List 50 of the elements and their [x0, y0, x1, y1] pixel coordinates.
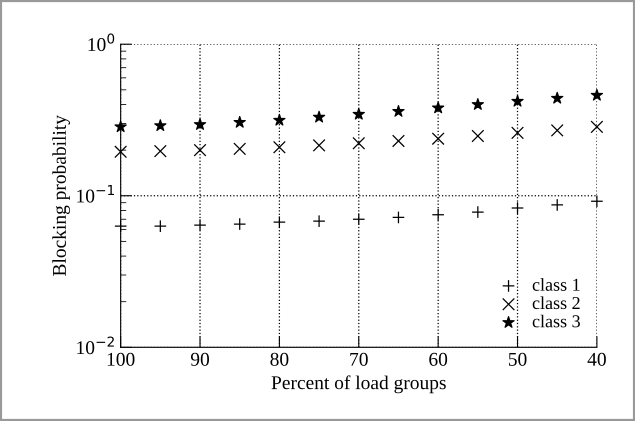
- point: [273, 114, 286, 126]
- point: [114, 145, 128, 158]
- point: [154, 119, 166, 132]
- point: [432, 101, 444, 114]
- point: [590, 120, 604, 134]
- legend-label: class 3: [532, 314, 580, 328]
- point: [590, 194, 604, 208]
- point: [272, 216, 286, 229]
- point: [352, 136, 366, 150]
- point: [233, 142, 246, 156]
- point: [551, 92, 564, 104]
- x-tick-label: 40: [588, 352, 606, 366]
- point: [312, 110, 326, 123]
- y-tick-label: 10$^{0}$: [88, 33, 114, 52]
- point: [194, 218, 206, 232]
- x-tick-label: 80: [270, 352, 288, 366]
- x-tick-label: 60: [429, 352, 448, 366]
- point: [312, 138, 326, 152]
- point: [472, 98, 484, 110]
- x-tick-label: 70: [350, 352, 368, 366]
- point: [550, 198, 564, 212]
- point: [272, 140, 286, 154]
- point: [114, 120, 127, 132]
- point: [392, 210, 405, 224]
- point: [511, 94, 524, 107]
- legend-label: class 1: [532, 278, 580, 291]
- point: [511, 202, 524, 214]
- point: [392, 134, 405, 148]
- point: [352, 108, 365, 120]
- point: [154, 144, 167, 158]
- legend-label: class 2: [532, 296, 580, 310]
- x-tick-label: 90: [190, 352, 210, 366]
- point: [194, 118, 206, 130]
- y-axis-title: Blocking probability: [52, 115, 70, 276]
- point: [590, 88, 604, 101]
- point: [194, 144, 206, 157]
- point: [392, 105, 405, 117]
- point: [471, 206, 484, 219]
- x-axis-title: Percent of load groups: [272, 375, 446, 394]
- point: [154, 220, 167, 233]
- y-tick-label: 10$^{−1}$: [77, 185, 114, 203]
- x-tick-label: 50: [508, 352, 527, 366]
- point: [312, 214, 326, 228]
- x-tick-label: 100: [108, 352, 134, 366]
- point: [550, 124, 564, 137]
- point: [511, 126, 524, 140]
- point: [234, 116, 246, 128]
- point: [233, 218, 246, 231]
- point: [432, 132, 445, 146]
- point: [471, 130, 484, 142]
